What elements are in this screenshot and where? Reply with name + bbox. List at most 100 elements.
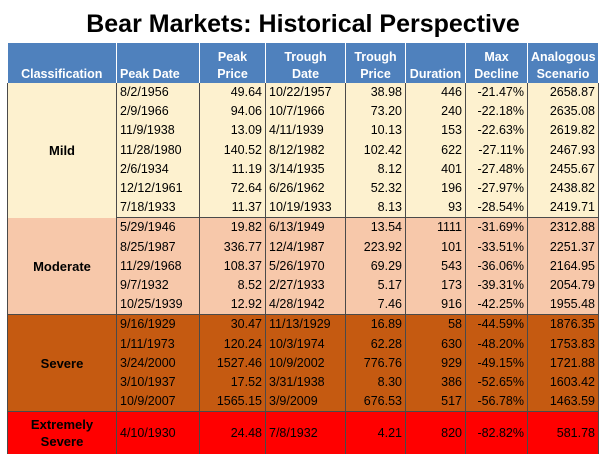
max-decline-cell: -28.54% [465,198,528,219]
trough-date-cell: 3/9/2009 [265,392,346,413]
max-decline-cell: -22.63% [465,121,528,141]
table-row: 2/6/1934 11.19 3/14/1935 8.12 401 -27.48… [8,159,599,179]
table-row: 11/9/1938 13.09 4/11/1939 10.13 153 -22.… [8,121,599,141]
peak-date-cell: 10/9/2007 [116,392,200,413]
peak-price-cell: 11.19 [199,159,266,179]
duration-cell: 1111 [405,217,466,238]
peak-price-cell: 72.64 [199,178,266,199]
table-row: 2/9/1966 94.06 10/7/1966 73.20 240 -22.1… [8,102,599,122]
peak-price-cell: 1527.46 [199,353,266,373]
trough-price-cell: 62.28 [345,334,406,354]
trough-price-cell: 52.32 [345,178,406,199]
peak-price-cell: 12.92 [199,295,266,316]
max-decline-cell: -44.59% [465,314,528,335]
peak-date-cell: 3/10/1937 [116,372,200,392]
trough-price-cell: 13.54 [345,217,406,238]
header-row: Classification Peak Date Peak Price Troug… [7,43,599,83]
trough-date-cell: 10/19/1933 [265,198,346,219]
trough-price-cell: 676.53 [345,392,406,413]
peak-price-cell: 140.52 [199,140,266,160]
duration-cell: 240 [405,102,466,122]
peak-date-cell: 7/18/1933 [116,198,200,219]
duration-cell: 196 [405,178,466,199]
peak-date-cell: 1/11/1973 [116,334,200,354]
peak-price-cell: 108.37 [199,256,266,276]
analogous-scenario-cell: 2619.82 [527,121,599,141]
duration-cell: 153 [405,121,466,141]
peak-date-cell: 4/10/1930 [116,411,200,455]
table-row: Moderate 5/29/1946 19.82 6/13/1949 13.54… [7,217,599,316]
peak-date-cell: 11/28/1980 [116,140,200,160]
classification-severe: Severe [7,314,117,413]
peak-price-cell: 13.09 [199,121,266,141]
trough-price-cell: 69.29 [345,256,406,276]
peak-price-cell: 24.48 [199,411,266,455]
table-row: 3/10/1937 17.52 3/31/1938 8.30 386 -52.6… [8,372,599,392]
header-trough-price: Trough Price [345,43,406,83]
trough-date-cell: 3/14/1935 [265,159,346,179]
trough-date-cell: 7/8/1932 [265,411,346,455]
peak-price-cell: 11.37 [199,198,266,219]
table-row: 12/12/1961 72.64 6/26/1962 52.32 196 -27… [8,178,599,199]
duration-cell: 820 [405,411,466,455]
trough-date-cell: 10/9/2002 [265,353,346,373]
table-row: 11/28/1980 140.52 8/12/1982 102.42 622 -… [8,140,599,160]
classification-extremely-severe: Extremely Severe [7,411,117,455]
analogous-scenario-cell: 2467.93 [527,140,599,160]
duration-cell: 630 [405,334,466,354]
duration-cell: 929 [405,353,466,373]
trough-price-cell: 8.12 [345,159,406,179]
max-decline-cell: -27.48% [465,159,528,179]
analogous-scenario-cell: 1955.48 [527,295,599,316]
header-classification: Classification [7,43,117,83]
trough-price-cell: 4.21 [345,411,406,455]
trough-date-cell: 2/27/1933 [265,275,346,296]
table-row: 10/25/1939 12.92 4/28/1942 7.46 916 -42.… [8,295,599,316]
duration-cell: 401 [405,159,466,179]
trough-date-cell: 10/3/1974 [265,334,346,354]
analogous-scenario-cell: 2054.79 [527,275,599,296]
table-row: 11/29/1968 108.37 5/26/1970 69.29 543 -3… [8,256,599,276]
trough-price-cell: 102.42 [345,140,406,160]
peak-date-cell: 11/29/1968 [116,256,200,276]
table-row: Mild 8/2/1956 49.64 10/22/1957 38.98 446… [7,83,599,218]
peak-price-cell: 49.64 [199,83,266,103]
trough-price-cell: 8.30 [345,372,406,392]
page-title: Bear Markets: Historical Perspective [86,10,520,38]
trough-date-cell: 4/28/1942 [265,295,346,316]
max-decline-cell: -42.25% [465,295,528,316]
table-row: 9/7/1932 8.52 2/27/1933 5.17 173 -39.31%… [8,275,599,296]
trough-date-cell: 12/4/1987 [265,237,346,257]
analogous-scenario-cell: 2635.08 [527,102,599,122]
table-row: 10/9/2007 1565.15 3/9/2009 676.53 517 -5… [8,392,599,413]
trough-date-cell: 6/26/1962 [265,178,346,199]
peak-date-cell: 2/6/1934 [116,159,200,179]
analogous-scenario-cell: 581.78 [527,411,599,455]
header-analogous-scenario: Analogous Scenario [527,43,599,83]
trough-date-cell: 3/31/1938 [265,372,346,392]
table-row: 8/25/1987 336.77 12/4/1987 223.92 101 -3… [8,237,599,257]
trough-price-cell: 8.13 [345,198,406,219]
analogous-scenario-cell: 2438.82 [527,178,599,199]
max-decline-cell: -82.82% [465,411,528,455]
max-decline-cell: -39.31% [465,275,528,296]
bear-markets-table: Classification Peak Date Peak Price Troug… [7,43,599,455]
max-decline-cell: -27.11% [465,140,528,160]
trough-price-cell: 10.13 [345,121,406,141]
header-trough-date: Trough Date [265,43,346,83]
trough-price-cell: 223.92 [345,237,406,257]
peak-date-cell: 2/9/1966 [116,102,200,122]
peak-date-cell: 12/12/1961 [116,178,200,199]
trough-date-cell: 4/11/1939 [265,121,346,141]
peak-price-cell: 336.77 [199,237,266,257]
trough-price-cell: 73.20 [345,102,406,122]
peak-price-cell: 120.24 [199,334,266,354]
analogous-scenario-cell: 2658.87 [527,83,599,103]
duration-cell: 58 [405,314,466,335]
duration-cell: 916 [405,295,466,316]
header-peak-price: Peak Price [199,43,266,83]
peak-date-cell: 9/7/1932 [116,275,200,296]
analogous-scenario-cell: 1753.83 [527,334,599,354]
table-row: Severe 9/16/1929 30.47 11/13/1929 16.89 … [7,314,599,413]
peak-date-cell: 8/2/1956 [116,83,200,103]
